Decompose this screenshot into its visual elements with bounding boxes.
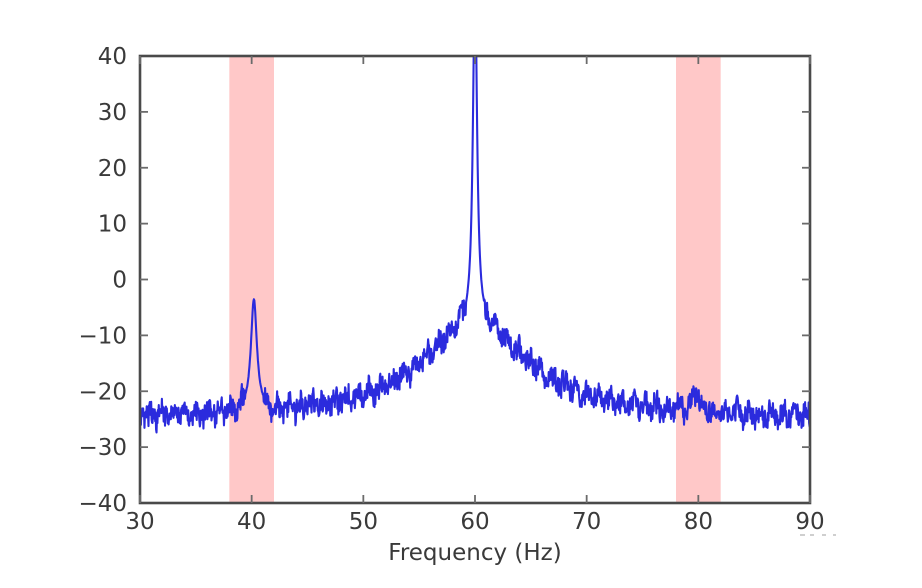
x-tick-label-40: 40 [237, 509, 266, 535]
y-tick-label--30: −30 [78, 435, 127, 461]
y-tick-label--20: −20 [78, 379, 127, 405]
x-tick-label-60: 60 [460, 509, 489, 535]
x-tick-label-80: 80 [684, 509, 713, 535]
y-tick-label-30: 30 [98, 100, 127, 126]
y-axis-ticks-group [140, 110, 810, 449]
y-tick-label-20: 20 [98, 156, 127, 182]
x-axis-ticks-group [139, 56, 811, 503]
band-40hz [229, 56, 274, 503]
y-tick-label-0: 0 [112, 268, 127, 294]
x-tick-label-70: 70 [572, 509, 601, 535]
y-tick-label-40: 40 [98, 44, 127, 70]
y-tick-label-10: 10 [98, 212, 127, 238]
y-tick-label--10: −10 [78, 323, 127, 349]
x-axis-tick-labels: 30 40 50 60 70 80 90 [125, 509, 824, 535]
band-80hz [676, 56, 721, 503]
x-tick-label-90: 90 [795, 509, 824, 535]
x-tick-label-30: 30 [125, 509, 154, 535]
shaded-bands-group [229, 56, 721, 503]
render-artifact [800, 534, 836, 536]
x-tick-label-50: 50 [349, 509, 378, 535]
x-axis-title: Frequency (Hz) [388, 540, 561, 566]
y-axis-tick-labels: −40 −30 −20 −10 0 10 20 30 40 [78, 44, 127, 517]
y-tick-label--40: −40 [78, 491, 127, 517]
